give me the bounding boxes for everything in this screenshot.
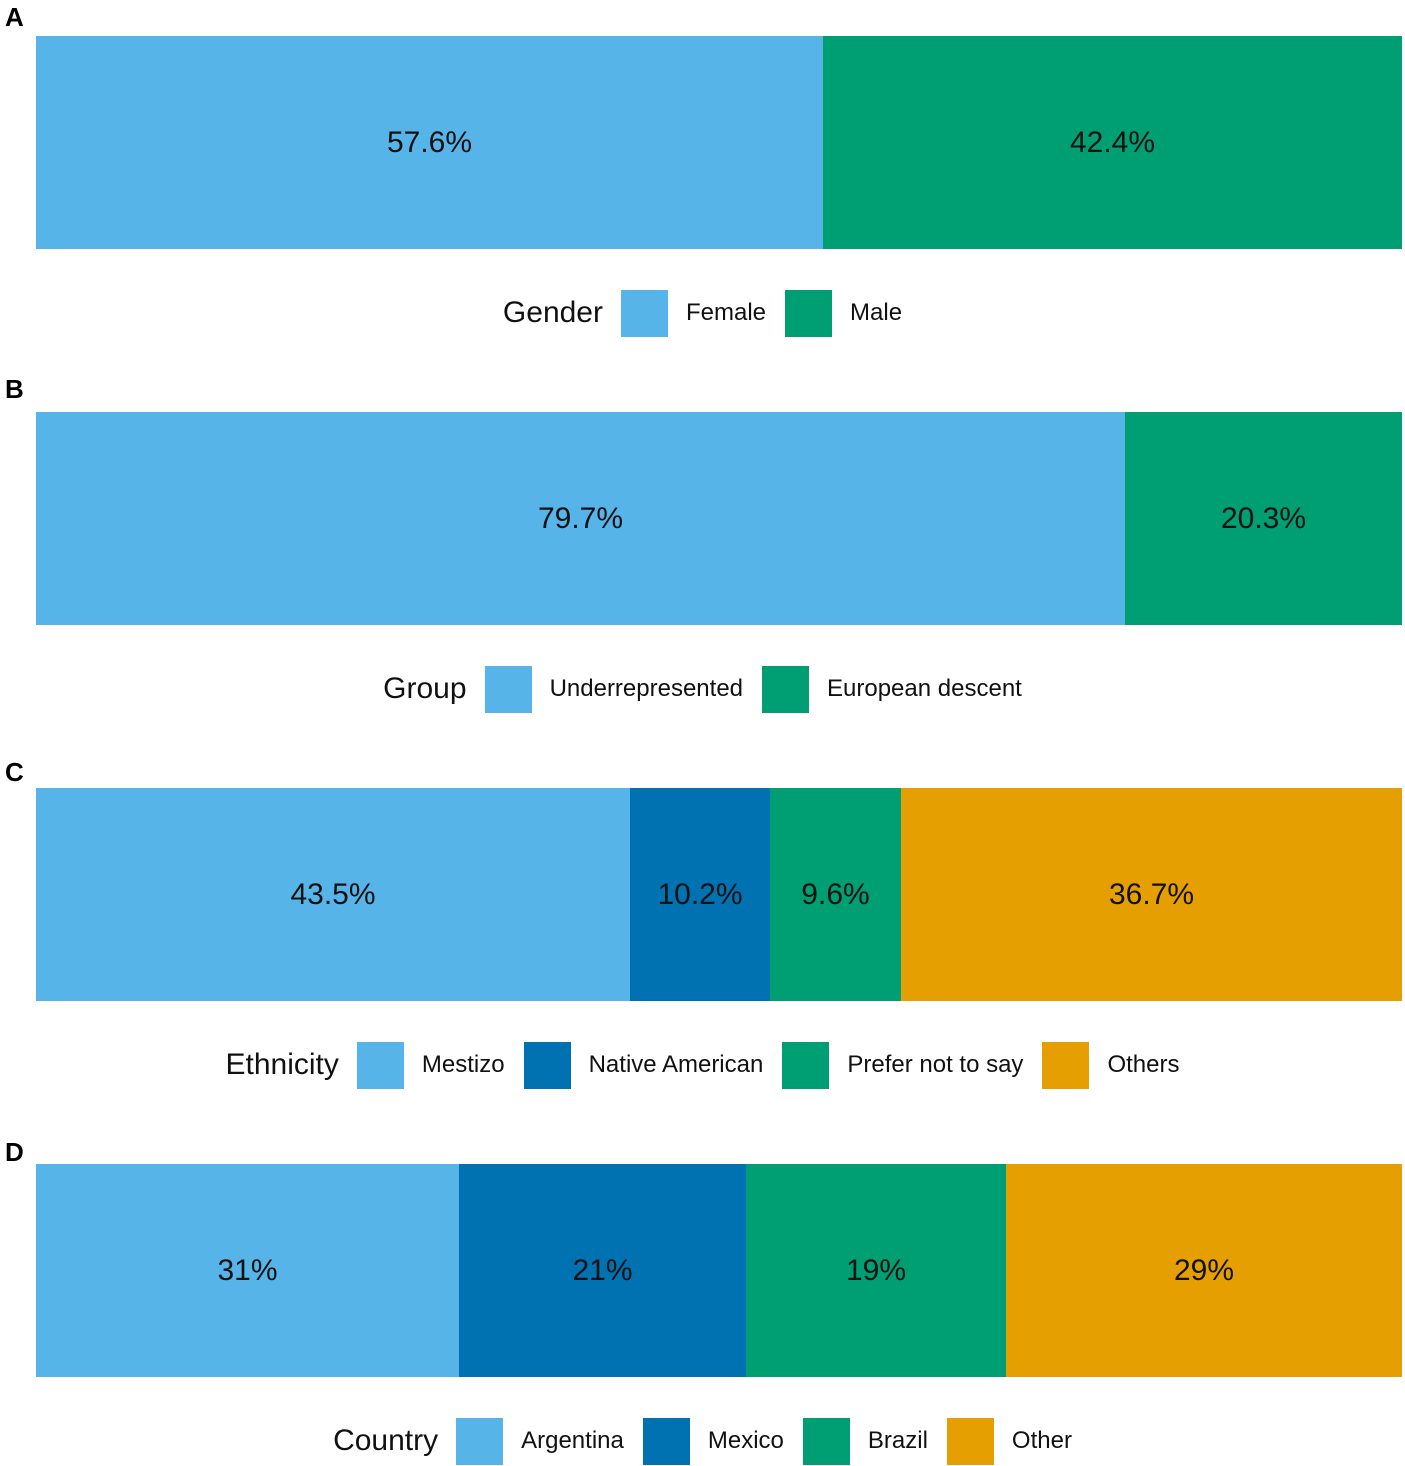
legend-item-brazil: Brazil xyxy=(802,1417,928,1465)
data-label: 21% xyxy=(572,1253,633,1287)
bar-segment-mestizo: 43.5% xyxy=(36,788,630,1001)
bar-segment-other: 29% xyxy=(1006,1164,1402,1377)
legend-label: Underrepresented xyxy=(549,675,744,702)
data-label: 36.7% xyxy=(1108,877,1195,911)
legend-label: Mexico xyxy=(707,1427,784,1454)
bar-segment-prefer-not-to-say: 9.6% xyxy=(770,788,901,1001)
legend: Gender Female Male xyxy=(0,289,1405,337)
legend-label: Brazil xyxy=(867,1427,928,1454)
bar-segment-others: 36.7% xyxy=(901,788,1402,1001)
legend-label: Prefer not to say xyxy=(847,1051,1024,1078)
legend-label: Female xyxy=(686,299,767,326)
data-label: 9.6% xyxy=(801,877,870,911)
legend-label: Native American xyxy=(588,1051,764,1078)
data-label: 79.7% xyxy=(537,501,624,535)
data-label: 43.5% xyxy=(290,877,376,911)
legend-swatch xyxy=(621,289,668,337)
legend: Ethnicity Mestizo Native American Prefer n… xyxy=(0,1041,1405,1089)
bar-segment-mexico: 21% xyxy=(459,1164,746,1377)
legend-title: Group xyxy=(383,672,467,705)
legend-swatch xyxy=(456,1417,504,1465)
bar-segment-male: 42.4% xyxy=(823,36,1402,249)
panel-label: B xyxy=(5,374,24,404)
bar-segment-native-american: 10.2% xyxy=(630,788,770,1001)
stacked-bar: 43.5% 10.2% 9.6% 36.7% xyxy=(36,788,1402,1001)
bar-segment-argentina: 31% xyxy=(36,1164,459,1377)
legend-item-female: Female xyxy=(621,289,767,337)
legend-title: Ethnicity xyxy=(225,1048,339,1081)
panel-label: D xyxy=(5,1137,24,1167)
legend-label: Other xyxy=(1011,1427,1072,1454)
legend-item-european-descent: European descent xyxy=(762,665,1022,713)
data-label: 31% xyxy=(217,1253,278,1287)
legend-item-other: Other xyxy=(946,1417,1072,1465)
bar-segment-female: 57.6% xyxy=(36,36,823,249)
legend-label: European descent xyxy=(827,675,1022,702)
legend-swatch xyxy=(484,665,532,713)
legend-label: Mestizo xyxy=(421,1051,505,1078)
legend-label: Others xyxy=(1107,1051,1180,1078)
legend-item-mestizo: Mestizo xyxy=(356,1041,505,1089)
data-label: 29% xyxy=(1173,1253,1235,1287)
panel-label: C xyxy=(5,757,24,787)
legend-swatch xyxy=(785,289,833,337)
legend-swatch xyxy=(762,665,810,713)
legend-item-native-american: Native American xyxy=(523,1041,764,1089)
legend-swatch xyxy=(642,1417,690,1465)
legend-swatch xyxy=(782,1041,830,1089)
data-label: 19% xyxy=(845,1253,907,1287)
bar-segment-brazil: 19% xyxy=(746,1164,1006,1377)
legend-item-argentina: Argentina xyxy=(456,1417,624,1465)
legend-item-male: Male xyxy=(785,289,903,337)
bar-segment-european-descent: 20.3% xyxy=(1125,412,1402,625)
legend: Country Argentina Mexico Brazil Other xyxy=(0,1417,1405,1465)
bar-segment-underrepresented: 79.7% xyxy=(36,412,1125,625)
legend-label: Male xyxy=(850,299,903,326)
legend: Group Underrepresented European descent xyxy=(0,665,1405,713)
legend-swatch xyxy=(356,1041,404,1089)
legend-item-mexico: Mexico xyxy=(642,1417,784,1465)
legend-swatch xyxy=(802,1417,850,1465)
data-label: 20.3% xyxy=(1220,501,1307,535)
legend-item-others: Others xyxy=(1042,1041,1180,1089)
legend-item-prefer-not-to-say: Prefer not to say xyxy=(782,1041,1024,1089)
data-label: 42.4% xyxy=(1069,125,1156,159)
stacked-bar: 31% 21% 19% 29% xyxy=(36,1164,1402,1377)
legend-swatch xyxy=(1042,1041,1090,1089)
legend-title: Gender xyxy=(502,296,603,329)
legend-swatch xyxy=(523,1041,571,1089)
legend-label: Argentina xyxy=(521,1427,624,1454)
panel-label: A xyxy=(5,2,24,32)
stacked-bar: 57.6% 42.4% xyxy=(36,36,1402,249)
legend-swatch xyxy=(946,1417,994,1465)
legend-item-underrepresented: Underrepresented xyxy=(484,665,744,713)
stacked-bar: 79.7% 20.3% xyxy=(36,412,1402,625)
legend-title: Country xyxy=(333,1424,439,1457)
data-label: 57.6% xyxy=(386,125,473,159)
data-label: 10.2% xyxy=(657,877,743,911)
